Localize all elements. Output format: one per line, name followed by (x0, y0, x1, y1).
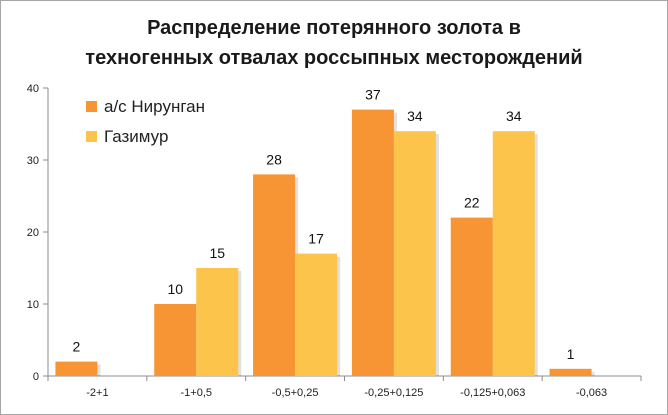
bar-gazimur (196, 268, 239, 376)
axes: 0 10 20 30 40 -2+1 -1+0,5 -0,5+0,25 -0,25+0,125 -… (27, 83, 642, 399)
bar-nirungan (253, 174, 296, 376)
legend-swatch (86, 131, 97, 142)
data-label: 1 (567, 346, 575, 362)
data-label: 10 (167, 281, 183, 297)
data-label: 34 (407, 108, 423, 124)
bar-nirungan (55, 361, 98, 376)
legend: а/с Нирунган Газимур (86, 97, 205, 146)
category-label: -2+1 (86, 387, 108, 399)
data-label: 2 (73, 339, 81, 355)
category-label: -1+0,5 (181, 387, 213, 399)
chart-title-line-1: Распределение потерянного золота в (147, 17, 521, 39)
category-label: -0,5+0,25 (272, 387, 319, 399)
legend-swatch (86, 101, 97, 112)
category-label: -0,25+0,125 (364, 387, 423, 399)
y-tick-label: 10 (27, 299, 39, 311)
data-label: 15 (209, 245, 225, 261)
bars (55, 109, 595, 376)
data-label: 37 (365, 87, 381, 103)
bar-gazimur (295, 253, 338, 376)
bar-nirungan (549, 368, 592, 376)
category-label: -0,125+0,063 (460, 387, 525, 399)
data-label: 34 (506, 108, 522, 124)
data-label: 17 (308, 231, 324, 247)
y-tick-label: 40 (27, 83, 39, 95)
bar-gazimur (492, 131, 535, 376)
data-labels: 2 10 28 37 22 1 15 17 34 34 (73, 87, 575, 362)
legend-label: а/с Нирунган (104, 97, 205, 116)
y-tick-label: 0 (33, 371, 39, 383)
chart-title-line-2: техногенных отвалах россыпных месторожде… (85, 47, 582, 69)
y-tick-label: 20 (27, 227, 39, 239)
legend-label: Газимур (104, 127, 168, 146)
category-label: -0,063 (576, 387, 607, 399)
y-tick-label: 30 (27, 155, 39, 167)
bar-nirungan (450, 217, 493, 376)
bar-nirungan (154, 304, 197, 376)
bar-nirungan (351, 109, 394, 376)
data-label: 28 (266, 151, 282, 167)
data-label: 22 (464, 195, 480, 211)
bar-gazimur (393, 131, 436, 376)
